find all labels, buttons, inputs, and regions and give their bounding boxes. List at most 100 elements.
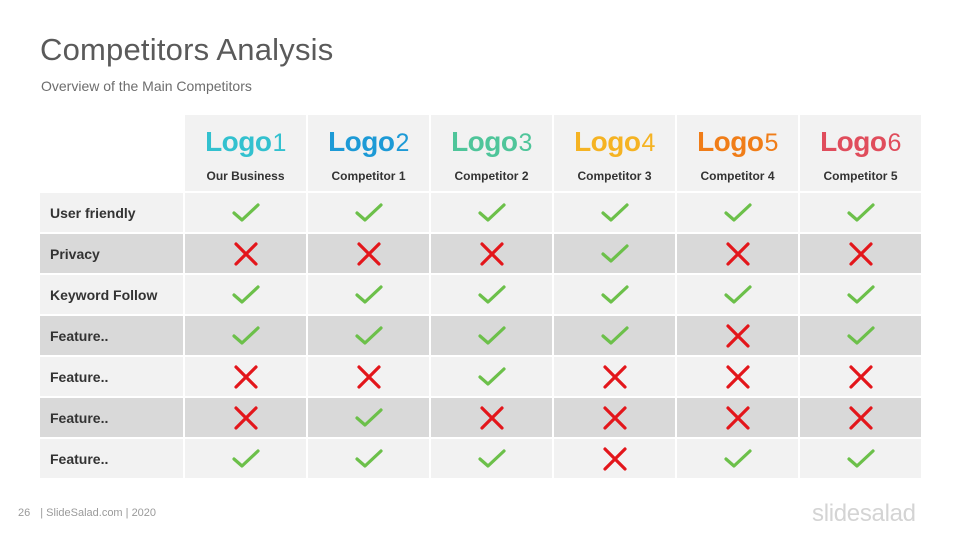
logo-text: Logo: [697, 126, 764, 157]
cross-icon: [356, 241, 381, 266]
feature-label: Keyword Follow: [40, 273, 184, 315]
table-header-row: Logo1 Our Business Logo2 Competitor 1 Logo3 C…: [40, 115, 921, 192]
footer: 26 | SlideSalad.com | 2020: [18, 507, 156, 519]
feature-cell: [675, 437, 799, 478]
cross-icon: [233, 364, 258, 389]
check-icon: [723, 448, 752, 468]
cross-icon: [848, 364, 873, 389]
check-icon: [723, 284, 752, 304]
cross-icon: [848, 241, 873, 266]
logo-number: 4: [641, 129, 656, 157]
table-row: Privacy: [40, 232, 921, 274]
check-icon: [477, 366, 506, 386]
feature-cell: [675, 191, 799, 233]
check-icon: [354, 448, 383, 468]
check-icon: [846, 202, 875, 222]
feature-cell: [798, 437, 921, 478]
check-icon: [477, 284, 506, 304]
check-icon: [846, 284, 875, 304]
feature-cell: [306, 273, 430, 315]
company-logo: Logo4: [554, 126, 675, 158]
logo-number: 3: [518, 129, 533, 157]
logo-number: 1: [272, 129, 287, 157]
feature-label: Privacy: [40, 232, 184, 274]
check-icon: [477, 202, 506, 222]
feature-cell: [798, 232, 921, 274]
logo-text: Logo: [451, 126, 518, 157]
company-logo: Logo3: [431, 126, 552, 158]
feature-cell: [183, 314, 307, 356]
cross-icon: [602, 364, 627, 389]
logo-number: 6: [887, 129, 902, 157]
feature-cell: [552, 232, 676, 274]
slide-subtitle: Overview of the Main Competitors: [41, 78, 252, 94]
slide-title: Competitors Analysis: [40, 32, 334, 67]
cross-icon: [848, 405, 873, 430]
feature-label: Feature..: [40, 355, 184, 397]
logo-text: Logo: [328, 126, 395, 157]
feature-cell: [429, 355, 553, 397]
feature-cell: [429, 191, 553, 233]
table-row: Feature..: [40, 355, 921, 397]
column-header-3: Logo3 Competitor 2: [429, 115, 553, 192]
logo-text: Logo: [205, 126, 272, 157]
header-corner: [40, 115, 184, 192]
table-row: Feature..: [40, 437, 921, 478]
feature-cell: [429, 396, 553, 438]
feature-cell: [552, 396, 676, 438]
feature-cell: [306, 355, 430, 397]
cross-icon: [356, 364, 381, 389]
feature-cell: [429, 314, 553, 356]
company-logo: Logo2: [308, 126, 429, 158]
feature-label: User friendly: [40, 191, 184, 233]
check-icon: [231, 202, 260, 222]
feature-cell: [429, 232, 553, 274]
feature-cell: [675, 314, 799, 356]
column-header-6: Logo6 Competitor 5: [798, 115, 921, 192]
check-icon: [477, 325, 506, 345]
feature-cell: [552, 314, 676, 356]
feature-cell: [675, 355, 799, 397]
feature-cell: [552, 437, 676, 478]
cross-icon: [602, 446, 627, 471]
feature-cell: [183, 396, 307, 438]
check-icon: [477, 448, 506, 468]
cross-icon: [479, 241, 504, 266]
feature-cell: [675, 232, 799, 274]
table-row: User friendly: [40, 191, 921, 233]
logo-text: Logo: [574, 126, 641, 157]
feature-cell: [306, 396, 430, 438]
column-header-4: Logo4 Competitor 3: [552, 115, 676, 192]
page-number: 26: [18, 507, 31, 519]
check-icon: [846, 325, 875, 345]
feature-label: Feature..: [40, 396, 184, 438]
company-logo: Logo6: [800, 126, 921, 158]
column-header-1: Logo1 Our Business: [183, 115, 307, 192]
logo-text: Logo: [820, 126, 887, 157]
check-icon: [354, 407, 383, 427]
feature-cell: [798, 191, 921, 233]
company-name: Competitor 4: [700, 169, 775, 183]
check-icon: [354, 284, 383, 304]
check-icon: [231, 284, 260, 304]
feature-cell: [306, 191, 430, 233]
check-icon: [600, 325, 629, 345]
check-icon: [354, 325, 383, 345]
cross-icon: [725, 364, 750, 389]
brand-logo: slidesalad: [812, 500, 916, 527]
check-icon: [600, 243, 629, 263]
company-logo: Logo1: [185, 126, 306, 158]
check-icon: [231, 325, 260, 345]
check-icon: [354, 202, 383, 222]
feature-cell: [429, 437, 553, 478]
logo-number: 2: [395, 129, 410, 157]
comparison-table: Logo1 Our Business Logo2 Competitor 1 Logo3 C…: [40, 115, 921, 478]
feature-cell: [552, 273, 676, 315]
cross-icon: [725, 405, 750, 430]
feature-cell: [798, 314, 921, 356]
feature-cell: [675, 396, 799, 438]
table-row: Feature..: [40, 396, 921, 438]
check-icon: [723, 202, 752, 222]
feature-cell: [798, 355, 921, 397]
feature-label: Feature..: [40, 314, 184, 356]
